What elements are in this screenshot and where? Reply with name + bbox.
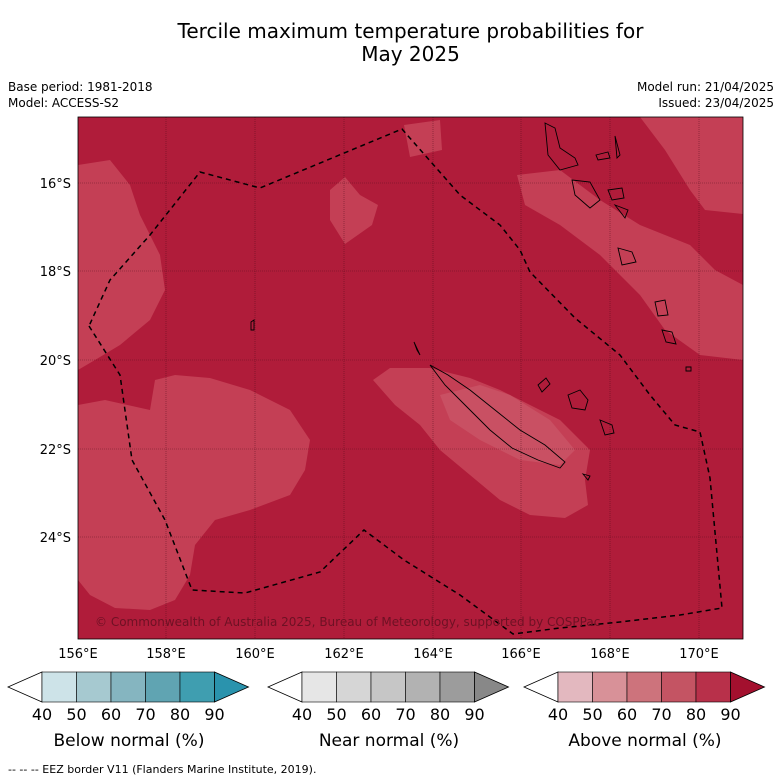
eez-legend-footer: -- -- -- EEZ border V11 (Flanders Marine… — [8, 763, 317, 776]
lon-tick-162E: 162°E — [324, 647, 364, 662]
map-frame — [77, 116, 744, 640]
lat-tick-18S: 18°S — [40, 265, 71, 280]
lon-tick-170E: 170°E — [679, 647, 719, 662]
colorbar-segment — [301, 671, 337, 703]
copyright-notice: © Commonwealth of Australia 2025, Bureau… — [95, 615, 600, 629]
colorbar-tick-label: 70 — [135, 705, 155, 724]
colorbar-segment — [474, 671, 510, 703]
meta-right: Model run: 21/04/2025 Issued: 23/04/2025 — [637, 79, 774, 111]
colorbar-label-above: Above normal (%) — [568, 731, 722, 751]
colorbar-segment — [695, 671, 731, 703]
lon-tick-160E: 160°E — [235, 647, 275, 662]
colorbar-segment — [557, 671, 593, 703]
probability-regions-70-80 — [78, 117, 743, 610]
issued-date: Issued: 23/04/2025 — [658, 96, 774, 110]
title-line-1: Tercile maximum temperature probabilitie… — [177, 19, 644, 43]
colorbar-segment — [405, 671, 441, 703]
colorbar-tick-label: 90 — [720, 705, 740, 724]
colorbar-tick-label: 50 — [582, 705, 602, 724]
lon-tick-164E: 164°E — [413, 647, 453, 662]
colorbar-tick-label: 40 — [32, 705, 52, 724]
chart-title: Tercile maximum temperature probabilitie… — [0, 20, 781, 66]
colorbar-segment — [179, 671, 215, 703]
colorbar-tick-label: 60 — [617, 705, 637, 724]
colorbar-tick-label: 80 — [170, 705, 190, 724]
colorbar-tick-label: 40 — [292, 705, 312, 724]
lat-tick-16S: 16°S — [40, 177, 71, 192]
base-period: Base period: 1981-2018 — [8, 80, 153, 94]
colorbar-segment — [145, 671, 181, 703]
colorbar-tick-label: 60 — [101, 705, 121, 724]
lon-tick-166E: 166°E — [501, 647, 541, 662]
colorbar-segment — [592, 671, 628, 703]
colorbar-segment — [626, 671, 662, 703]
colorbar-segment — [214, 671, 250, 703]
islands — [250, 122, 692, 481]
colorbar-segment — [370, 671, 406, 703]
colorbar-tick-label: 70 — [651, 705, 671, 724]
colorbar-tick-label: 60 — [361, 705, 381, 724]
colorbar-tick-label: 90 — [204, 705, 224, 724]
colorbar-segment — [7, 671, 43, 703]
colorbar-segment — [336, 671, 372, 703]
lon-tick-156E: 156°E — [58, 647, 98, 662]
colorbar-label-below: Below normal (%) — [53, 731, 205, 751]
title-line-2: May 2025 — [361, 42, 460, 66]
lon-tick-158E: 158°E — [146, 647, 186, 662]
colorbar-segment — [41, 671, 77, 703]
colorbar-segment — [730, 671, 766, 703]
colorbar-near-normal: 40 50 60 70 80 90 — [267, 671, 510, 724]
new-caledonia-island — [429, 364, 566, 469]
lon-tick-168E: 168°E — [590, 647, 630, 662]
colorbar-tick-label: 50 — [326, 705, 346, 724]
colorbar-tick-label: 40 — [548, 705, 568, 724]
colorbar-above-normal: 40 50 60 70 80 90 — [523, 671, 766, 724]
colorbar-below-normal: 40 50 60 70 80 90 — [7, 671, 250, 724]
colorbar-tick-label: 70 — [395, 705, 415, 724]
colorbar-tick-label: 50 — [66, 705, 86, 724]
colorbar-segment — [267, 671, 303, 703]
eez-border-line — [88, 128, 723, 635]
lat-tick-22S: 22°S — [40, 443, 71, 458]
model-run: Model run: 21/04/2025 — [636, 80, 774, 94]
colorbar-segment — [661, 671, 697, 703]
gridlines — [78, 117, 743, 639]
colorbar-segment — [523, 671, 559, 703]
colorbar-segment — [110, 671, 146, 703]
model-name: Model: ACCESS-S2 — [8, 96, 120, 110]
colorbar-segment — [439, 671, 475, 703]
axis-tick-labels: 156°E 158°E 160°E 162°E 164°E 166°E 168°… — [40, 177, 719, 662]
colorbar-tick-label: 80 — [686, 705, 706, 724]
lat-tick-24S: 24°S — [40, 531, 71, 546]
colorbar-label-near: Near normal (%) — [318, 731, 460, 751]
colorbar-tick-label: 80 — [430, 705, 450, 724]
colorbar-segment — [76, 671, 112, 703]
meta-left: Base period: 1981-2018 Model: ACCESS-S2 — [8, 79, 153, 111]
lat-tick-20S: 20°S — [40, 354, 71, 369]
colorbar-tick-label: 90 — [464, 705, 484, 724]
